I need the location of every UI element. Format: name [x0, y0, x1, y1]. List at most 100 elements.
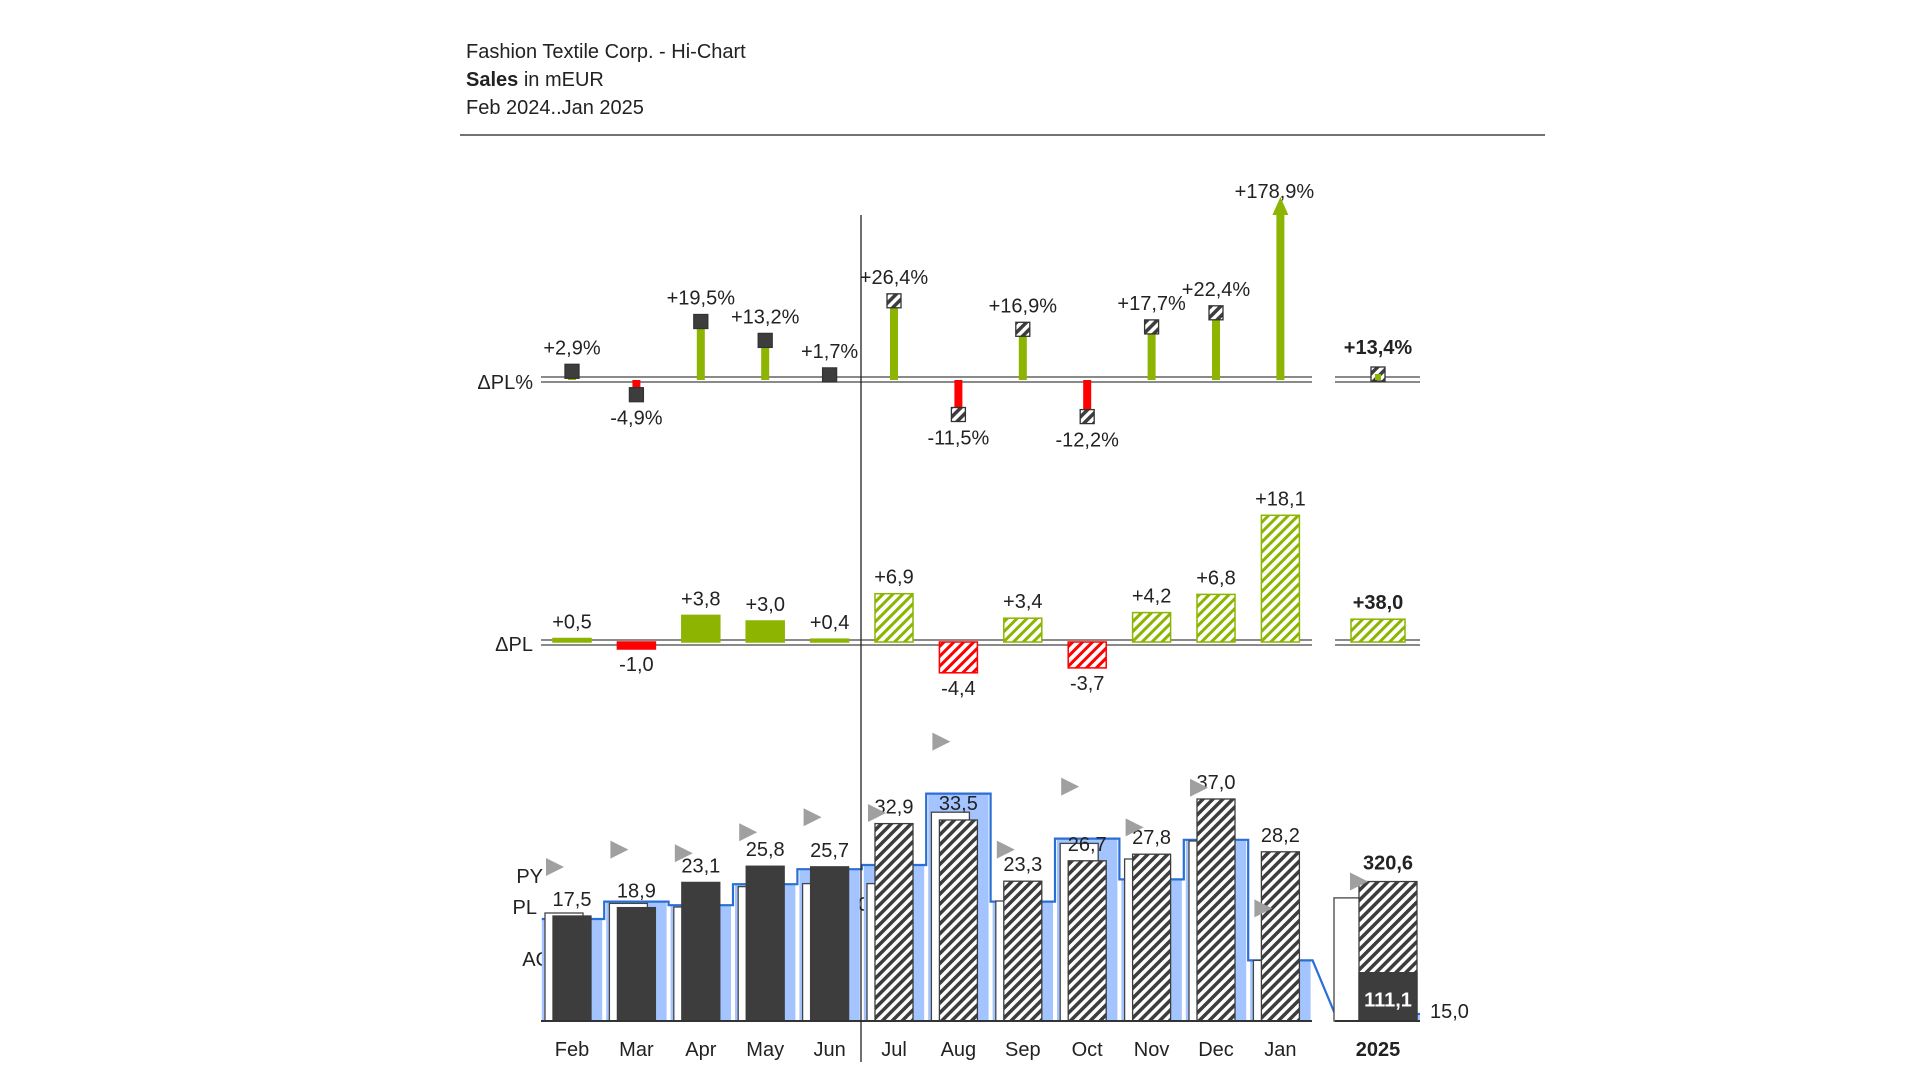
value-label-aug: 33,5 — [939, 793, 978, 815]
delta-pl-pct-pin-2025 — [1375, 374, 1381, 380]
delta-pl-pct-pin-jul — [890, 300, 898, 380]
fc-bar-jan — [1260, 851, 1301, 1022]
category-label-nov: Nov — [1134, 1039, 1170, 1061]
row-label-delta-pl-pct: ΔPL% — [477, 372, 533, 394]
delta-pl-label-aug: -4,4 — [941, 678, 975, 700]
delta-pl-label-jan: +18,1 — [1255, 488, 1306, 510]
delta-pl-bar-jul — [874, 592, 914, 643]
delta-pl-pct-pin-oct — [1083, 380, 1092, 417]
value-label-nov: 27,8 — [1132, 827, 1171, 849]
chart-measure-title: Sales in mEUR — [466, 69, 604, 91]
delta-pl-pct-pin-nov — [1147, 326, 1156, 380]
delta-pl-pct-pin-may — [761, 340, 770, 380]
delta-pl-pct-label-dec: +22,4% — [1182, 279, 1251, 301]
delta-pl-pct-pin-jan — [1276, 215, 1285, 380]
delta-pl-label-jul: +6,9 — [874, 567, 913, 589]
delta-pl-pct-overflow-arrow-jan — [1272, 197, 1289, 215]
marker-sep — [996, 840, 1015, 859]
delta-pl-pct-label-aug: -11,5% — [927, 428, 989, 450]
marker-jun — [803, 808, 822, 827]
value-label-2025-ac: 111,1 — [1364, 990, 1412, 1012]
delta-pl-label-oct: -3,7 — [1070, 673, 1104, 695]
category-label-jan: Jan — [1264, 1039, 1296, 1061]
category-label-aug: Aug — [941, 1039, 977, 1061]
delta-pl-pct-head-nov — [1143, 319, 1160, 335]
delta-pl-pct-head-mar — [628, 387, 645, 403]
value-label-sep: 23,3 — [1003, 854, 1042, 876]
marker-nov — [1125, 818, 1144, 837]
delta-pl-label-dec: +6,8 — [1196, 567, 1235, 589]
delta-pl-pct-head-feb — [564, 363, 580, 379]
delta-pl-pct-head-jul — [886, 293, 902, 309]
delta-pl-bar-feb — [552, 637, 592, 643]
chart-measure-unit: in mEUR — [518, 69, 604, 91]
delta-pl-bar-jan — [1260, 514, 1301, 643]
delta-pl-pct-label-jun: +1,7% — [801, 341, 858, 363]
value-label-dec: 37,0 — [1197, 772, 1236, 794]
delta-pl-pct-head-jun — [821, 367, 838, 383]
delta-pl-pct-label-apr: +19,5% — [667, 288, 736, 310]
delta-pl-label-may: +3,0 — [745, 594, 784, 616]
delta-pl-pct-pin-dec — [1212, 312, 1220, 380]
delta-pl-pct-label-jul: +26,4% — [860, 267, 929, 289]
delta-pl-bar-sep — [1003, 617, 1043, 643]
delta-pl-pct-label-oct: -12,2% — [1056, 430, 1120, 452]
marker-2025 — [1350, 872, 1368, 891]
delta-pl-label-mar: -1,0 — [619, 654, 653, 676]
category-label-sep: Sep — [1005, 1039, 1041, 1061]
value-label-may: 25,8 — [746, 839, 785, 861]
row-label-py: PY — [516, 866, 543, 888]
category-label-may: May — [746, 1039, 784, 1061]
delta-pl-bar-mar — [616, 641, 657, 650]
delta-pl-label-nov: +4,2 — [1132, 586, 1171, 608]
category-label-2025: 2025 — [1356, 1039, 1401, 1061]
marker-apr — [674, 844, 693, 863]
delta-pl-bar-2025 — [1350, 618, 1406, 643]
ac-bar-feb — [552, 915, 592, 1022]
delta-pl-label-apr: +3,8 — [681, 588, 720, 610]
delta-pl-pct-pin-sep — [1018, 329, 1027, 380]
fc-bar-dec — [1196, 798, 1236, 1022]
row-label-delta-pl: ΔPL — [495, 634, 533, 656]
delta-pl-bar-jun — [809, 638, 850, 643]
fc-bar-nov — [1131, 853, 1172, 1022]
row-label-pl: PL — [513, 897, 537, 919]
delta-pl-pct-pin-aug — [954, 380, 963, 415]
category-label-feb: Feb — [555, 1039, 589, 1061]
value-label-jun: 25,7 — [810, 840, 849, 862]
marker-mar — [610, 840, 629, 859]
marker-oct — [1061, 777, 1080, 796]
value-label-2025-total: 320,6 — [1363, 853, 1413, 875]
delta-pl-pct-label-mar: -4,9% — [610, 408, 662, 430]
value-label-mar: 18,9 — [617, 881, 656, 903]
value-label-jan: 28,2 — [1261, 825, 1300, 847]
category-label-oct: Oct — [1072, 1039, 1104, 1061]
value-label-feb: 17,5 — [553, 889, 592, 911]
fc-bar-oct — [1067, 860, 1107, 1022]
category-label-jul: Jul — [881, 1039, 907, 1061]
delta-pl-bar-aug — [938, 641, 979, 674]
delta-pl-pct-label-may: +13,2% — [731, 306, 800, 328]
marker-jan — [1254, 899, 1273, 918]
ac-bar-jun — [809, 866, 850, 1022]
delta-pl-pct-label-nov: +17,7% — [1117, 293, 1186, 315]
delta-pl-pct-pin-apr — [696, 321, 705, 380]
delta-pl-bar-dec — [1196, 593, 1236, 643]
fc-bar-aug — [938, 819, 979, 1022]
delta-pl-bar-may — [745, 620, 785, 643]
marker-may — [739, 823, 758, 842]
delta-pl-pct-label-sep: +16,9% — [989, 295, 1058, 317]
delta-pl-label-feb: +0,5 — [552, 612, 591, 634]
delta-pl-bar-apr — [681, 614, 721, 643]
ac-bar-apr — [681, 881, 721, 1022]
category-label-mar: Mar — [619, 1039, 654, 1061]
delta-pl-bar-oct — [1067, 641, 1107, 669]
chart-measure-name: Sales — [466, 69, 518, 91]
marker-dec — [1190, 778, 1208, 797]
chart-period: Feb 2024..Jan 2025 — [466, 97, 644, 119]
delta-pl-pct-head-sep — [1015, 321, 1031, 337]
category-label-dec: Dec — [1198, 1039, 1234, 1061]
pl-line — [541, 792, 1420, 1016]
value-label-oct: 26,7 — [1068, 834, 1107, 856]
